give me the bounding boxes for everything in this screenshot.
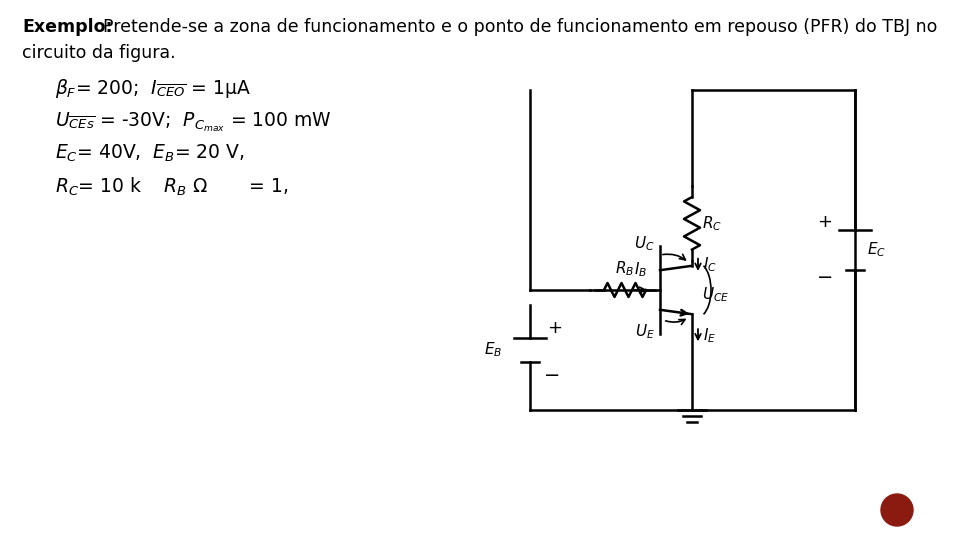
- Text: $\beta_F$= 200;  $\mathit{I}_{\overline{CEO}}$ = 1μA: $\beta_F$= 200; $\mathit{I}_{\overline{C…: [55, 77, 251, 100]
- Text: $I_E$: $I_E$: [703, 326, 716, 345]
- Text: $U_{CE}$: $U_{CE}$: [702, 286, 730, 305]
- Text: Exemplo:: Exemplo:: [22, 18, 112, 36]
- Text: $I_C$: $I_C$: [703, 255, 717, 274]
- Text: $U_C$: $U_C$: [635, 234, 655, 253]
- Text: Pretende-se a zona de funcionamento e o ponto de funcionamento em repouso (PFR) : Pretende-se a zona de funcionamento e o …: [103, 18, 937, 36]
- Text: $R_C$: $R_C$: [702, 214, 722, 233]
- Text: $\mathit{U}_{\overline{CEs}}$ = -30V;  $\mathit{P}_{C_{max}}$ = 100 mW: $\mathit{U}_{\overline{CEs}}$ = -30V; $\…: [55, 110, 332, 133]
- Text: −: −: [543, 366, 561, 384]
- Text: +: +: [818, 213, 832, 231]
- Text: $E_C$: $E_C$: [867, 241, 886, 259]
- Text: $\mathit{E}_C$= 40V,  $\mathit{E}_B$= 20 V,: $\mathit{E}_C$= 40V, $\mathit{E}_B$= 20 …: [55, 143, 245, 164]
- Circle shape: [881, 494, 913, 526]
- Text: +: +: [547, 319, 563, 337]
- Text: $E_B$: $E_B$: [484, 341, 502, 359]
- Text: $U_E$: $U_E$: [636, 322, 655, 341]
- Text: $I_B$: $I_B$: [635, 260, 648, 279]
- Text: $\mathit{R}_C$= 10 k    $\mathit{R}_B$ Ω       = 1,: $\mathit{R}_C$= 10 k $\mathit{R}_B$ Ω = …: [55, 176, 288, 198]
- Text: −: −: [817, 268, 833, 287]
- Text: $R_B$: $R_B$: [615, 259, 635, 278]
- Text: circuito da figura.: circuito da figura.: [22, 44, 176, 62]
